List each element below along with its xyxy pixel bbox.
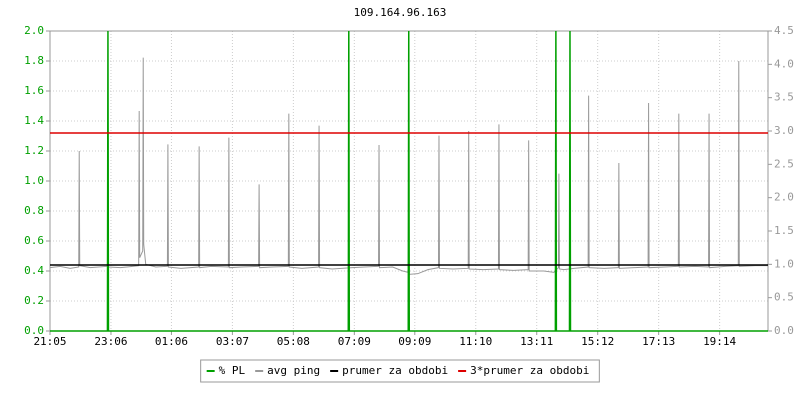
y-tick-label: 2.0 (24, 24, 44, 37)
legend-box (200, 359, 600, 383)
y-tick-label: 1.2 (24, 144, 44, 157)
y2-tick-label: 0.5 (774, 291, 794, 304)
y2-tick-label: 4.5 (774, 24, 794, 37)
x-tick-label: 09:09 (398, 335, 431, 348)
y2-tick-label: 2.5 (774, 157, 794, 170)
x-tick-label: 11:10 (459, 335, 492, 348)
x-tick-label: 19:14 (703, 335, 736, 348)
y-tick-label: 1.0 (24, 174, 44, 187)
x-tick-label: 03:07 (216, 335, 249, 348)
y2-tick-label: 1.0 (774, 257, 794, 270)
x-tick-label: 23:06 (94, 335, 127, 348)
y-tick-label: 1.6 (24, 84, 44, 97)
legend-label: % PL (219, 364, 246, 377)
y-tick-label: 0.4 (24, 264, 44, 277)
y-tick-label: 0.8 (24, 204, 44, 217)
y2-tick-label: 4.0 (774, 57, 794, 70)
legend-label: 3*prumer za obdobi (470, 364, 589, 377)
y-tick-label: 0.2 (24, 294, 44, 307)
y2-tick-label: 3.5 (774, 91, 794, 104)
y2-tick-label: 3.0 (774, 124, 794, 137)
y2-tick-label: 1.5 (774, 224, 794, 237)
series-line (50, 30, 768, 332)
x-tick-label: 17:13 (642, 335, 675, 348)
x-tick-label: 13:11 (520, 335, 553, 348)
legend-label: prumer za obdobi (342, 364, 448, 377)
y2-tick-label: 0.0 (774, 324, 794, 337)
chart-title: 109.164.96.163 (354, 6, 447, 19)
legend: % PL avg ping prumer za obdobi 3*prumer za … (200, 359, 600, 383)
y-tick-label: 0.0 (24, 324, 44, 337)
x-tick-label: 05:08 (277, 335, 310, 348)
y-tick-label: 1.4 (24, 114, 44, 127)
x-tick-label: 21:05 (33, 335, 66, 348)
y2-tick-label: 2.0 (774, 191, 794, 204)
legend-label: avg ping (267, 364, 320, 377)
x-tick-label: 01:06 (155, 335, 188, 348)
y-tick-label: 1.8 (24, 54, 44, 67)
y-tick-label: 0.6 (24, 234, 44, 247)
x-tick-label: 15:12 (581, 335, 614, 348)
x-tick-label: 07:09 (338, 335, 371, 348)
